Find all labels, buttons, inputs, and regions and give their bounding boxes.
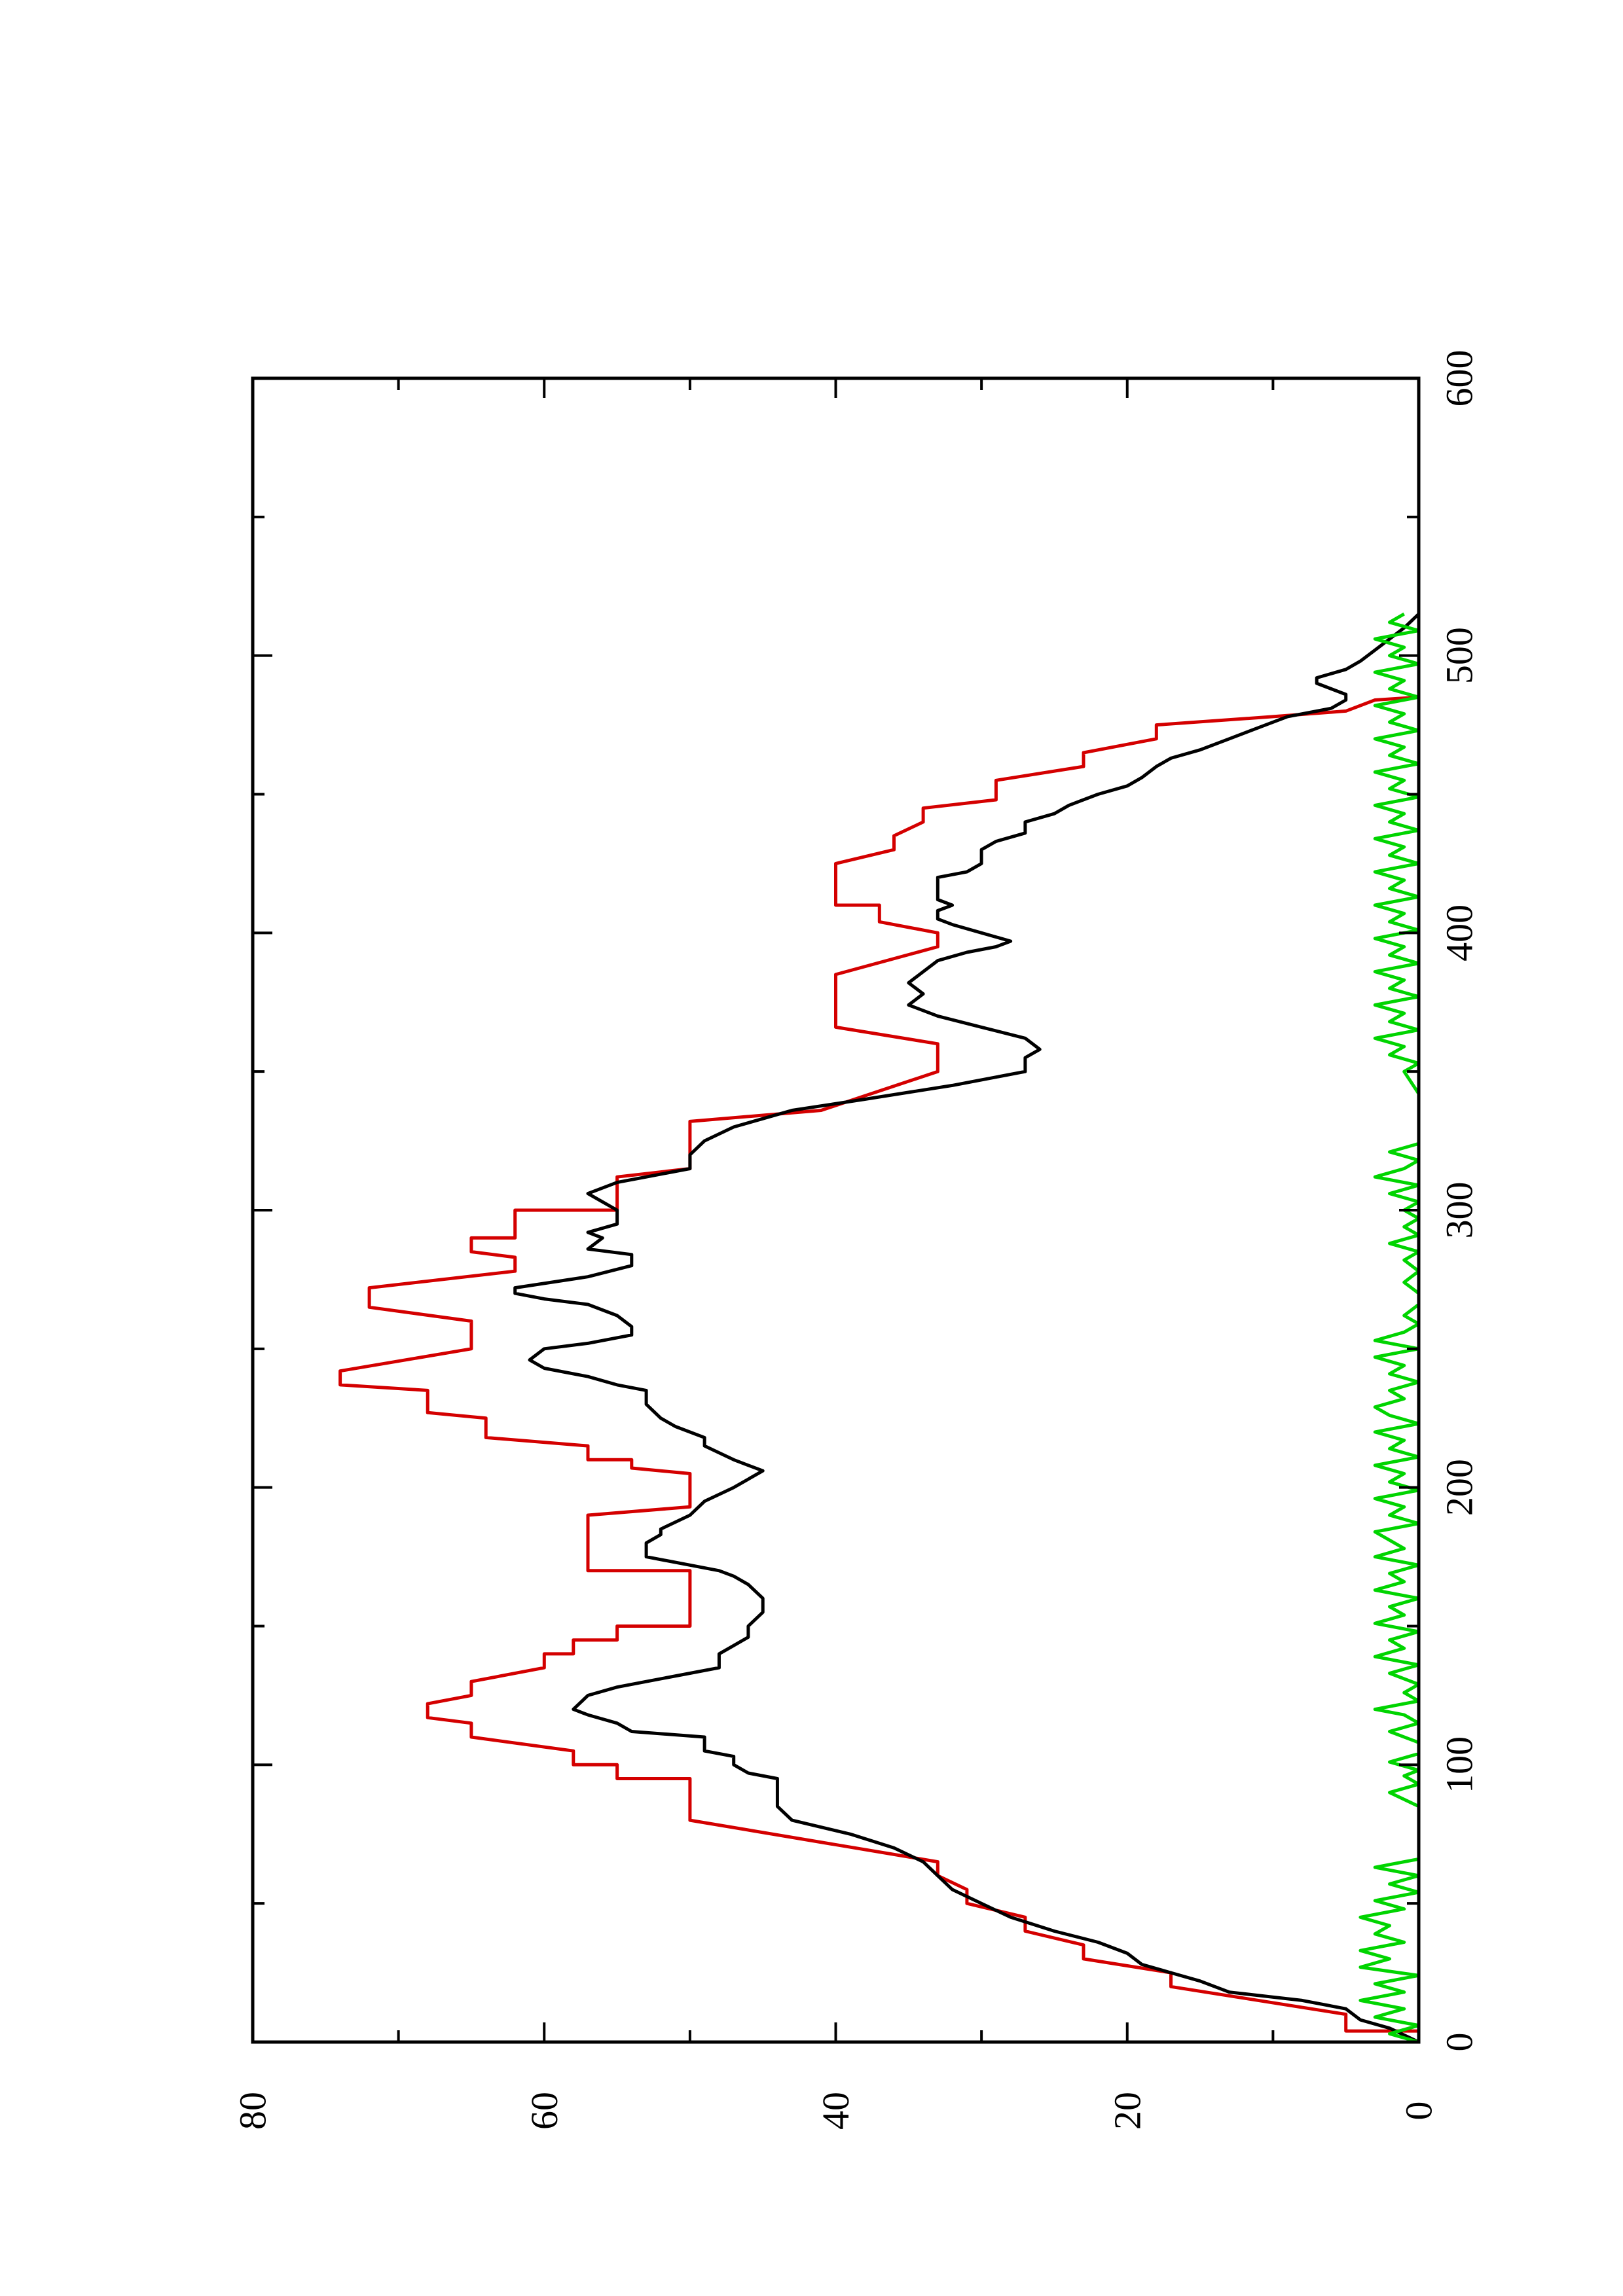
tick-layer — [251, 377, 1420, 2043]
series-layer — [338, 612, 1421, 2044]
x-tick-label: 100 — [1438, 1736, 1481, 1793]
series-line-1 — [338, 614, 1421, 2042]
series-line-3 — [1359, 612, 1421, 2044]
x-tick-label: 600 — [1438, 350, 1481, 407]
x-tick-label: 300 — [1438, 1182, 1481, 1239]
x-tick-label: 400 — [1438, 905, 1481, 961]
series-line-2 — [513, 613, 1420, 2044]
y-tick-label: 0 — [1398, 2102, 1440, 2121]
x-tick-label: 200 — [1438, 1459, 1481, 1516]
x-tick-label: 500 — [1438, 627, 1481, 684]
y-tick-label: 80 — [232, 2092, 274, 2130]
y-tick-label: 60 — [523, 2092, 566, 2130]
plot-frame — [251, 376, 1421, 2044]
y-tick-label: 40 — [814, 2092, 857, 2130]
label-layer: 0 100 200 300 400 500 600 0 20 40 60 80 — [232, 350, 1481, 2130]
x-tick-label: 0 — [1438, 2033, 1481, 2052]
y-tick-label: 20 — [1106, 2092, 1148, 2130]
